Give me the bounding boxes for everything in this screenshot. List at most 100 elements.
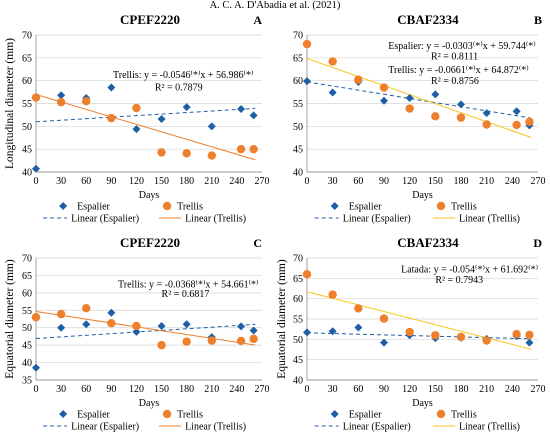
x-tick-label: 0 [305,176,310,187]
x-tick-label: 120 [129,384,144,395]
legend-marker-espalier [330,202,339,210]
x-tick-label: 60 [81,176,91,187]
x-tick-label: 0 [34,384,39,395]
data-point-espalier [107,308,116,317]
data-point-espalier [237,104,246,113]
legend-label-linear-trellis: Linear (Trellis) [185,214,246,225]
x-tick-label: 270 [255,176,270,187]
trendline-espalier [36,107,256,123]
data-point-trellis [236,144,246,154]
x-tick-label: 90 [379,384,389,395]
x-tick-label: 180 [454,384,469,395]
data-point-espalier [525,338,534,347]
y-axis-label: Equatorial diameter (mm) [276,259,288,379]
data-point-trellis [525,330,534,340]
x-tick-label: 30 [328,176,338,187]
y-tick-label: 35 [22,376,32,387]
legend-label-trellis: Trellis [177,202,203,213]
data-point-espalier [182,320,191,329]
data-point-trellis [236,336,246,346]
legend-marker-trellis [162,409,172,419]
chart-panel-b: CBAF2334 B 40 45 50 55 60 65 70 0 30 60 90 120 150 180 2… [293,12,546,225]
data-point-espalier [380,96,388,105]
trendline-trellis [307,57,532,138]
x-tick-label: 120 [402,384,417,395]
data-point-trellis [405,327,414,337]
x-axis-label: Days [139,398,160,409]
legend-label-espalier: Espalier [77,410,110,421]
data-point-espalier [457,100,465,109]
y-tick-label: 55 [22,306,32,317]
data-point-espalier [57,91,66,100]
data-point-espalier [249,111,258,120]
y-tick-label: 45 [22,145,32,156]
data-point-espalier [157,115,166,124]
data-point-espalier [32,164,40,173]
data-point-trellis [182,337,191,346]
data-point-espalier [82,320,91,329]
data-point-espalier [405,94,414,103]
data-point-espalier [57,323,66,332]
data-point-trellis [132,103,141,113]
data-point-espalier [157,321,166,330]
x-tick-label: 240 [505,176,520,187]
data-point-espalier [512,107,521,116]
legend-marker-espalier [59,410,68,418]
y-tick-label: 40 [22,168,32,179]
y-tick-label: 50 [293,122,303,133]
x-tick-label: 210 [479,384,494,395]
panel-letter: B [534,13,542,27]
data-point-espalier [132,327,141,336]
y-tick-label: 60 [293,76,303,87]
data-point-trellis [482,120,491,129]
x-tick-label: 120 [129,176,144,187]
data-point-espalier [482,109,491,118]
legend-label-linear-espalier: Linear (Espalier) [343,422,411,433]
x-axis-label: Days [139,190,160,201]
x-tick-label: 30 [56,384,66,395]
equation-annotation: R² = 0.8111 [431,52,478,63]
trendline-espalier [307,332,532,340]
data-point-espalier [303,328,311,337]
chart-panel-c: CPEF2220 C 35 40 45 50 55 60 65 70 0 30 60 90 120 150 18… [4,235,270,433]
data-point-trellis [354,75,363,84]
panel-letter: A [253,13,262,27]
x-tick-label: 210 [204,176,219,187]
x-tick-label: 0 [34,176,39,187]
data-point-trellis [431,331,440,340]
legend-label-linear-espalier: Linear (Espalier) [343,214,411,225]
y-tick-label: 50 [22,323,32,334]
chart-title: CPEF2220 [120,235,180,250]
data-point-espalier [328,88,337,97]
y-tick-label: 60 [22,288,32,299]
chart-title: CPEF2220 [120,12,180,27]
data-point-trellis [249,334,258,344]
data-point-trellis [56,309,66,319]
y-tick-label: 70 [293,254,303,265]
data-point-espalier [354,323,363,332]
x-axis-label: Days [412,398,433,409]
data-point-trellis [82,97,91,106]
x-tick-label: 150 [154,176,169,187]
legend-label-trellis: Trellis [451,202,477,213]
data-point-espalier [237,322,246,331]
legend-marker-trellis [436,409,446,419]
data-point-espalier [182,103,191,112]
y-tick-label: 40 [293,376,303,387]
x-tick-label: 210 [479,176,494,187]
x-tick-label: 270 [531,384,546,395]
legend-label-linear-espalier: Linear (Espalier) [71,214,139,225]
y-tick-label: 60 [293,294,303,305]
legend-label-espalier: Espalier [349,410,382,421]
data-point-trellis [182,149,191,158]
data-point-trellis [31,313,41,322]
equation-annotation: R² = 0.8756 [431,76,479,87]
data-point-trellis [456,113,466,122]
legend-marker-espalier [59,202,68,210]
x-tick-label: 180 [179,176,194,187]
x-tick-label: 240 [229,176,244,187]
data-point-trellis [379,314,389,323]
y-tick-label: 50 [22,122,32,133]
trendline-trellis [307,291,532,350]
